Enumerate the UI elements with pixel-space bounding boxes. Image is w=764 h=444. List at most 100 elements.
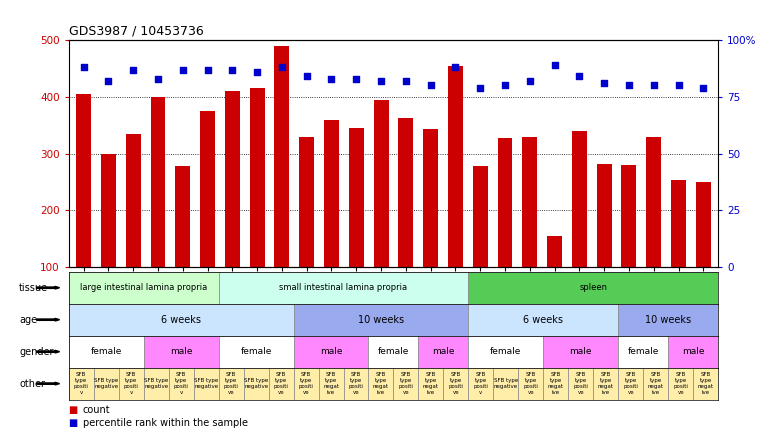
Point: [127, 66, 139, 73]
Bar: [349, 128, 364, 267]
Bar: [293, 336, 368, 368]
Bar: [597, 164, 611, 267]
Point: [449, 63, 461, 71]
Bar: [621, 165, 636, 267]
Bar: [250, 88, 264, 267]
Bar: [572, 131, 587, 267]
Text: SFB
type
positi
ve: SFB type positi ve: [573, 373, 588, 395]
Text: spleen: spleen: [579, 283, 607, 292]
Bar: [497, 138, 513, 267]
Bar: [144, 336, 219, 368]
Text: count: count: [83, 405, 110, 416]
Point: [152, 75, 164, 82]
Text: SFB type
negative: SFB type negative: [94, 378, 118, 389]
Text: 6 weeks: 6 weeks: [161, 315, 201, 325]
Text: large intestinal lamina propria: large intestinal lamina propria: [80, 283, 207, 292]
Text: SFB
type
negat
ive: SFB type negat ive: [698, 373, 714, 395]
Bar: [200, 111, 215, 267]
Point: [325, 75, 338, 82]
Point: [499, 82, 511, 89]
Bar: [368, 368, 393, 400]
Point: [77, 63, 89, 71]
Bar: [618, 304, 718, 336]
Text: 10 weeks: 10 weeks: [358, 315, 404, 325]
Bar: [324, 119, 339, 267]
Text: SFB type
negative: SFB type negative: [494, 378, 518, 389]
Point: [176, 66, 189, 73]
Bar: [468, 272, 718, 304]
Bar: [76, 94, 91, 267]
Bar: [398, 119, 413, 267]
Text: SFB
type
negat
ive: SFB type negat ive: [423, 373, 439, 395]
Text: ■: ■: [69, 417, 81, 428]
Bar: [468, 336, 543, 368]
Text: SFB
type
positi
ve: SFB type positi ve: [274, 373, 289, 395]
Bar: [374, 99, 389, 267]
Bar: [219, 272, 468, 304]
Text: GDS3987 / 10453736: GDS3987 / 10453736: [69, 24, 203, 37]
Text: SFB type
negative: SFB type negative: [244, 378, 268, 389]
Point: [549, 61, 561, 68]
Bar: [151, 97, 166, 267]
Text: SFB
type
positi
ve: SFB type positi ve: [523, 373, 539, 395]
Bar: [419, 336, 468, 368]
Bar: [69, 336, 144, 368]
Bar: [69, 368, 94, 400]
Bar: [646, 137, 661, 267]
Bar: [299, 137, 314, 267]
Point: [400, 77, 412, 84]
Text: SFB
type
positi
v: SFB type positi v: [474, 373, 488, 395]
Point: [573, 73, 585, 80]
Text: female: female: [377, 347, 410, 356]
Bar: [523, 137, 537, 267]
Text: 6 weeks: 6 weeks: [523, 315, 563, 325]
Point: [375, 77, 387, 84]
Bar: [193, 368, 219, 400]
Bar: [594, 368, 618, 400]
Text: age: age: [19, 315, 37, 325]
Text: SFB
type
positi
ve: SFB type positi ve: [399, 373, 413, 395]
Bar: [543, 336, 618, 368]
Bar: [219, 336, 293, 368]
Bar: [101, 154, 116, 267]
Bar: [269, 368, 293, 400]
Text: percentile rank within the sample: percentile rank within the sample: [83, 417, 248, 428]
Text: SFB
type
negat
ive: SFB type negat ive: [373, 373, 389, 395]
Bar: [494, 368, 518, 400]
Bar: [468, 368, 494, 400]
Text: SFB type
negative: SFB type negative: [194, 378, 219, 389]
Text: male: male: [320, 347, 342, 356]
Text: ■: ■: [69, 405, 81, 416]
Text: SFB
type
positi
ve: SFB type positi ve: [348, 373, 364, 395]
Bar: [344, 368, 368, 400]
Text: gender: gender: [19, 347, 53, 357]
Text: male: male: [432, 347, 455, 356]
Bar: [443, 368, 468, 400]
Text: SFB type
negative: SFB type negative: [144, 378, 168, 389]
Text: small intestinal lamina propria: small intestinal lamina propria: [280, 283, 407, 292]
Bar: [419, 368, 443, 400]
Text: female: female: [627, 347, 659, 356]
Bar: [393, 368, 419, 400]
Text: SFB
type
positi
ve: SFB type positi ve: [224, 373, 238, 395]
Point: [672, 82, 685, 89]
Bar: [671, 180, 686, 267]
Text: SFB
type
positi
ve: SFB type positi ve: [673, 373, 688, 395]
Bar: [696, 182, 711, 267]
Text: SFB
type
positi
ve: SFB type positi ve: [448, 373, 463, 395]
Bar: [448, 66, 463, 267]
Text: female: female: [490, 347, 522, 356]
Bar: [118, 368, 144, 400]
Text: SFB
type
positi
v: SFB type positi v: [74, 373, 89, 395]
Bar: [568, 368, 594, 400]
Text: other: other: [19, 379, 45, 388]
Text: SFB
type
positi
ve: SFB type positi ve: [623, 373, 638, 395]
Bar: [423, 129, 438, 267]
Bar: [368, 336, 419, 368]
Point: [276, 63, 288, 71]
Bar: [618, 336, 668, 368]
Bar: [618, 368, 643, 400]
Point: [300, 73, 312, 80]
Text: SFB
type
positi
v: SFB type positi v: [173, 373, 189, 395]
Bar: [543, 368, 568, 400]
